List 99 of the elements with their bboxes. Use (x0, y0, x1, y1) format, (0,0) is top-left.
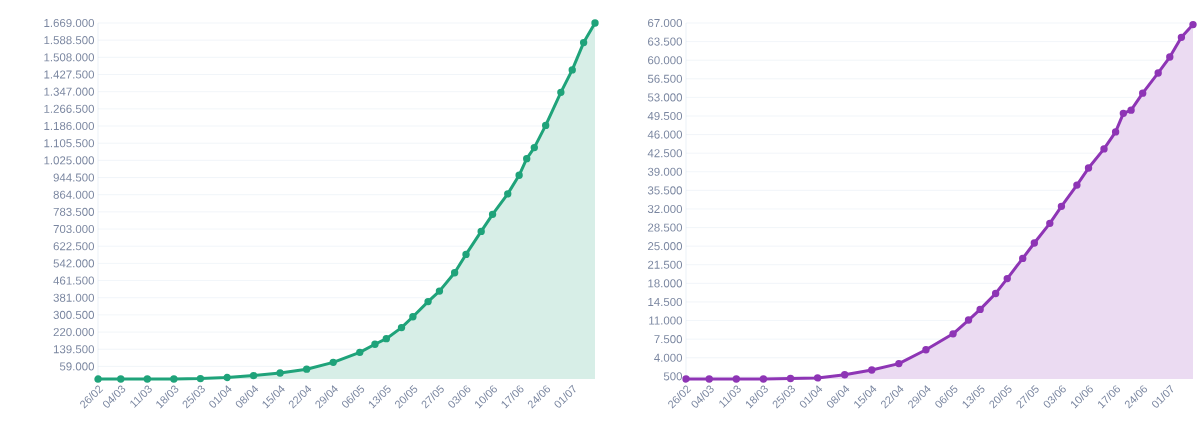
y-tick-label: 18.000 (648, 279, 683, 288)
y-tick-label: 67.000 (648, 18, 683, 28)
point (1100, 145, 1108, 153)
point (1019, 254, 1027, 263)
y-tick-label: 944.500 (53, 173, 95, 182)
point (1166, 53, 1174, 61)
point (732, 375, 741, 383)
point (435, 287, 444, 295)
y-tick-label: 139.500 (53, 345, 95, 354)
point (249, 371, 258, 380)
point (1111, 128, 1120, 136)
point (117, 375, 125, 383)
y-tick-label: 28.500 (648, 223, 683, 232)
point (515, 171, 523, 179)
point (523, 154, 531, 163)
y-tick-label: 864.000 (53, 190, 95, 199)
y-tick-label: 1.266.500 (44, 104, 95, 113)
point (450, 269, 459, 277)
point (276, 369, 284, 377)
point (1046, 219, 1054, 228)
point (895, 359, 903, 368)
y-tick-label: 39.000 (647, 167, 683, 176)
point (1084, 164, 1093, 172)
point (504, 190, 512, 198)
y-tick-label: 60.000 (648, 56, 683, 65)
y-tick-label: 1.669.000 (44, 18, 95, 28)
point (223, 373, 231, 382)
y-tick-label: 14.500 (648, 297, 683, 307)
y-tick-label: 300.500 (53, 310, 95, 319)
y-tick-label: 1.025.000 (44, 156, 95, 165)
point (1119, 109, 1128, 118)
y-tick-label: 46.000 (647, 130, 683, 139)
point (705, 375, 713, 383)
point (1139, 89, 1147, 97)
y-tick-label: 703.000 (53, 224, 95, 234)
y-tick-label: 25.000 (648, 242, 683, 251)
point (922, 346, 930, 354)
point (1057, 202, 1066, 211)
point (976, 305, 984, 314)
y-tick-label: 1.588.500 (44, 36, 95, 45)
point (1177, 33, 1186, 42)
y-tick-label: 1.427.500 (44, 70, 95, 79)
point (1189, 20, 1197, 29)
point (991, 289, 1000, 298)
y-tick-label: 542.000 (53, 259, 95, 268)
point (541, 121, 550, 130)
point (813, 374, 822, 382)
y-tick-label: 381.000 (53, 293, 95, 302)
y-tick-label: 49.500 (647, 111, 683, 121)
point (557, 88, 565, 97)
y-tick-label: 1.105.500 (44, 139, 95, 148)
point (1073, 181, 1081, 189)
point (1003, 274, 1011, 283)
point (1030, 239, 1039, 247)
y-tick-label: 59.000 (59, 362, 95, 371)
point (1127, 106, 1135, 114)
y-tick-label: 42.500 (647, 149, 683, 158)
point (477, 227, 485, 236)
point (591, 19, 599, 27)
point (786, 374, 795, 383)
point (397, 323, 406, 332)
y-tick-label: 32.000 (647, 204, 683, 214)
point (170, 375, 178, 383)
point (488, 210, 497, 219)
y-tick-label: 1.508.000 (44, 53, 95, 62)
point (841, 371, 849, 379)
point (579, 38, 588, 47)
point (568, 66, 576, 74)
y-tick-label: 21.500 (648, 260, 683, 269)
point (949, 330, 957, 338)
point (409, 313, 417, 321)
y-tick-label: 7.500 (654, 335, 683, 344)
point (302, 365, 311, 373)
point (382, 334, 391, 343)
y-tick-label: 56.500 (647, 74, 683, 83)
point (371, 340, 379, 348)
y-tick-label: 63.500 (648, 37, 683, 46)
y-tick-label: 461.500 (53, 276, 95, 285)
y-tick-label: 1.186.000 (44, 121, 95, 131)
point (759, 375, 768, 383)
y-tick-label: 35.500 (647, 186, 683, 195)
point (143, 375, 152, 383)
point (356, 348, 364, 357)
point (868, 366, 876, 374)
y-tick-label: 1.347.000 (44, 87, 95, 96)
point (530, 143, 538, 152)
point (964, 316, 973, 324)
point (1154, 69, 1162, 77)
y-tick-label: 11.000 (649, 316, 683, 325)
point (462, 250, 470, 259)
y-tick-label: 220.000 (53, 328, 95, 337)
point (329, 358, 337, 367)
point (424, 297, 432, 306)
y-tick-label: 783.500 (53, 207, 95, 216)
y-tick-label: 53.000 (647, 93, 683, 102)
y-tick-label: 622.500 (53, 242, 95, 251)
y-tick-label: 500 (663, 372, 683, 381)
point (196, 374, 205, 383)
y-tick-label: 4.000 (654, 353, 683, 362)
